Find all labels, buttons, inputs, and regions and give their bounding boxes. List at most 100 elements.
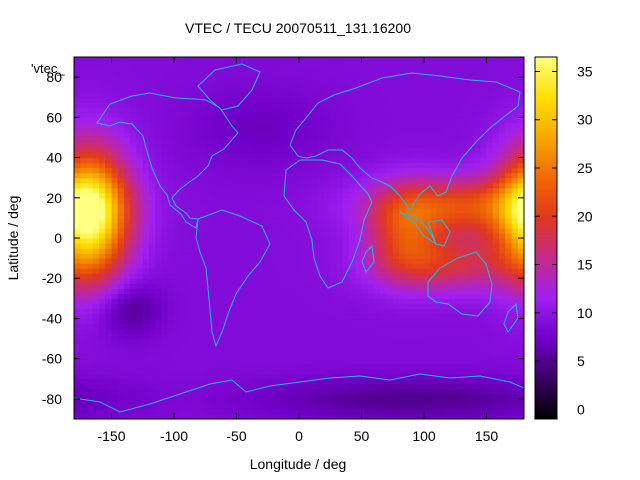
heatmap-cell <box>367 207 375 214</box>
heatmap-cell <box>92 232 100 239</box>
heatmap-cell <box>424 283 431 289</box>
heatmap-cell <box>211 373 219 380</box>
heatmap-cell <box>436 72 444 78</box>
heatmap-cell <box>124 227 131 234</box>
heatmap-cell <box>192 162 200 169</box>
heatmap-cell <box>417 167 425 174</box>
heatmap-cell <box>355 82 363 88</box>
heatmap-cell <box>105 333 113 340</box>
heatmap-cell <box>186 182 194 189</box>
heatmap-cell <box>317 182 325 189</box>
heatmap-cell <box>230 353 238 360</box>
heatmap-cell <box>99 243 106 249</box>
heatmap-cell <box>405 323 413 330</box>
heatmap-cell <box>305 268 313 274</box>
heatmap-cell <box>261 413 269 419</box>
heatmap-cell <box>86 147 94 154</box>
heatmap-cell <box>80 248 88 254</box>
heatmap-cell <box>367 187 375 194</box>
heatmap-cell <box>136 227 144 234</box>
heatmap-cell <box>486 288 494 294</box>
heatmap-cell <box>292 132 300 139</box>
heatmap-cell <box>280 217 288 224</box>
heatmap-cell <box>111 72 119 78</box>
heatmap-cell <box>161 232 169 239</box>
heatmap-cell <box>336 283 344 289</box>
heatmap-cell <box>86 353 94 360</box>
heatmap-cell <box>436 122 444 128</box>
heatmap-cell <box>236 137 244 144</box>
heatmap-cell <box>461 343 469 350</box>
heatmap-cell <box>367 117 375 123</box>
heatmap-cell <box>311 338 319 345</box>
heatmap-cell <box>274 132 281 139</box>
heatmap-cell <box>280 117 288 123</box>
heatmap-cell <box>155 388 163 395</box>
heatmap-cell <box>280 132 288 139</box>
heatmap-cell <box>342 227 350 234</box>
heatmap-cell <box>374 227 381 234</box>
heatmap-cell <box>317 57 325 63</box>
heatmap-cell <box>461 353 469 360</box>
heatmap-cell <box>342 278 350 284</box>
heatmap-cell <box>380 132 388 139</box>
heatmap-cell <box>80 383 88 390</box>
heatmap-cell <box>330 137 338 144</box>
heatmap-cell <box>405 333 413 340</box>
heatmap-cell <box>392 92 400 98</box>
heatmap-cell <box>92 147 100 154</box>
heatmap-cell <box>411 303 419 309</box>
heatmap-cell <box>186 413 194 419</box>
heatmap-cell <box>136 258 144 264</box>
heatmap-cell <box>161 157 169 164</box>
heatmap-cell <box>161 408 169 415</box>
heatmap-cell <box>342 298 350 304</box>
heatmap-cell <box>86 177 94 184</box>
heatmap-cell <box>311 273 319 279</box>
heatmap-cell <box>430 338 438 345</box>
heatmap-cell <box>430 152 438 159</box>
heatmap-cell <box>386 318 394 325</box>
heatmap-cell <box>217 278 225 284</box>
heatmap-cell <box>174 323 181 330</box>
heatmap-cell <box>130 177 138 184</box>
heatmap-cell <box>436 413 444 419</box>
heatmap-cell <box>274 207 281 214</box>
heatmap-cell <box>442 268 450 274</box>
heatmap-cell <box>430 363 438 370</box>
heatmap-cell <box>86 122 94 128</box>
heatmap-cell <box>292 212 300 219</box>
heatmap-cell <box>180 232 188 239</box>
heatmap-cell <box>230 388 238 395</box>
heatmap-cell <box>199 243 206 249</box>
heatmap-cell <box>255 293 263 299</box>
heatmap-cell <box>480 293 488 299</box>
heatmap-cell <box>467 87 475 93</box>
heatmap-cell <box>105 77 113 83</box>
heatmap-cell <box>474 238 481 244</box>
heatmap-cell <box>417 67 425 73</box>
heatmap-cell <box>224 117 231 123</box>
heatmap-cell <box>242 308 250 315</box>
heatmap-cell <box>330 348 338 355</box>
heatmap-cell <box>374 238 381 244</box>
heatmap-cell <box>74 202 81 209</box>
heatmap-cell <box>330 87 338 93</box>
heatmap-cell <box>417 338 425 345</box>
heatmap-cell <box>155 147 163 154</box>
heatmap-cell <box>217 222 225 229</box>
heatmap-cell <box>299 393 306 400</box>
heatmap-cell <box>467 283 475 289</box>
heatmap-cell <box>480 192 488 199</box>
heatmap-cell <box>436 197 444 204</box>
heatmap-cell <box>486 333 494 340</box>
heatmap-cell <box>330 273 338 279</box>
heatmap-cell <box>455 132 463 139</box>
heatmap-cell <box>436 353 444 360</box>
heatmap-cell <box>399 308 406 315</box>
heatmap-cell <box>455 177 463 184</box>
heatmap-cell <box>167 298 175 304</box>
heatmap-cell <box>430 77 438 83</box>
heatmap-cell <box>292 77 300 83</box>
heatmap-cell <box>467 182 475 189</box>
